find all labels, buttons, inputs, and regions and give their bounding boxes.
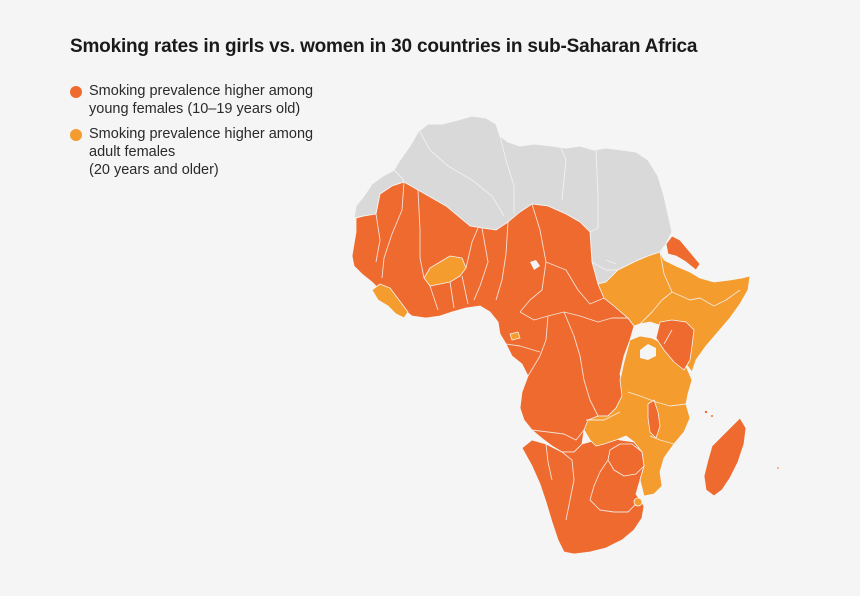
legend-line: Smoking prevalence higher among (89, 83, 314, 99)
madagascar-young-higher (703, 417, 747, 497)
sierra-leone-liberia-adult-higher (371, 283, 409, 319)
zimbabwe-young-higher (607, 443, 645, 477)
legend-line: Smoking prevalence higher among (89, 126, 314, 142)
legend-line: adult females (89, 144, 176, 160)
legend-line: young females (10–19 years old) (89, 101, 301, 117)
comoros-island (704, 409, 709, 414)
comoros-island (710, 414, 714, 418)
malawi-young-higher (647, 399, 661, 439)
eritrea-young-higher (665, 235, 701, 271)
country-borders (375, 181, 741, 521)
figure-title: Smoking rates in girls vs. women in 30 c… (70, 36, 698, 57)
lake-victoria (640, 344, 656, 360)
lake-chad (530, 260, 540, 270)
legend-swatch-young-females (70, 86, 82, 98)
legend: Smoking prevalence higher among young fe… (70, 82, 340, 186)
legend-item-adult-females: Smoking prevalence higher among adult fe… (70, 125, 340, 179)
legend-item-young-females: Smoking prevalence higher among young fe… (70, 82, 340, 118)
kenya-young-higher (655, 319, 695, 371)
north-africa-borders (393, 131, 617, 265)
tanzania-mozambique-adult-higher (583, 335, 693, 497)
legend-swatch-adult-females (70, 129, 82, 141)
mauritius-island (776, 466, 780, 470)
equatorial-guinea-adult-higher (509, 331, 521, 341)
legend-line: (20 years and older) (89, 162, 219, 178)
